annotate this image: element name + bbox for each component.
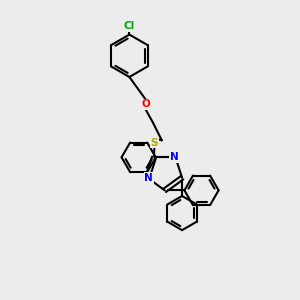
Text: Cl: Cl [124, 21, 135, 31]
Text: S: S [151, 138, 158, 148]
Text: N: N [169, 152, 178, 162]
Text: O: O [141, 99, 150, 110]
Text: N: N [145, 173, 153, 183]
